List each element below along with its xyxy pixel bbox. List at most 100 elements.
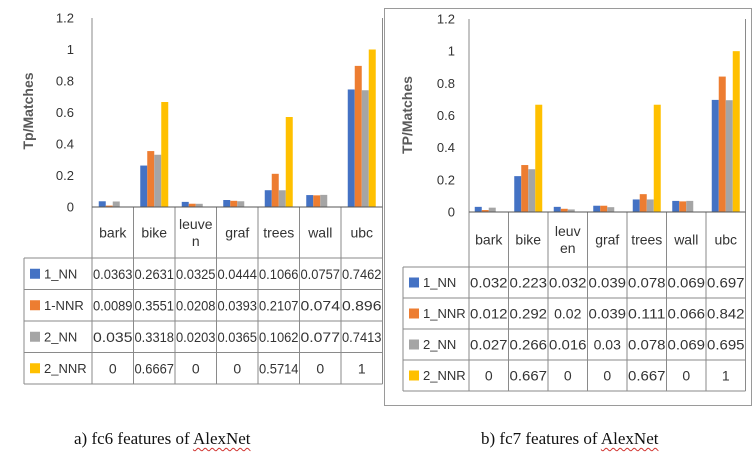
data-label: 0.1066 — [259, 266, 299, 282]
legend-swatch — [30, 363, 40, 374]
x-category-label: leuv — [555, 223, 581, 239]
data-label: 0.016 — [549, 337, 587, 353]
data-label: 0.0089 — [93, 297, 133, 313]
legend-label: 1_NNR — [423, 306, 466, 321]
data-label: 0.0363 — [93, 266, 133, 282]
bar — [686, 200, 694, 212]
data-label: 0.078 — [628, 275, 666, 291]
bar — [639, 194, 647, 212]
bar — [553, 206, 561, 212]
data-label: 0.266 — [510, 337, 548, 353]
x-category-label: trees — [631, 232, 662, 248]
data-label: 0.0444 — [218, 266, 258, 282]
data-label: 0.0365 — [218, 329, 258, 345]
data-label: 0.0393 — [218, 297, 258, 313]
y-tick-label: 1 — [67, 42, 74, 57]
data-label: 0.6667 — [135, 360, 175, 376]
data-label: 0.292 — [510, 306, 548, 322]
data-label: 1 — [722, 368, 730, 384]
legend-label: 2_NN — [423, 337, 456, 352]
x-category-label: graf — [595, 232, 619, 248]
bar — [488, 207, 496, 212]
data-label: 0 — [316, 360, 324, 376]
data-label: 0.077 — [301, 329, 341, 345]
data-label: 0.667 — [628, 368, 666, 384]
bar — [361, 90, 369, 207]
bar — [306, 195, 314, 207]
bar — [285, 117, 293, 207]
bar — [474, 206, 482, 212]
chart-panel-fc7: 0 0.2 0.4 0.6 0.8 1 1.2 TP/Matches bark bike leuv e… — [384, 8, 752, 406]
y-tick-label: 0.6 — [56, 105, 74, 120]
data-label: 0 — [192, 360, 200, 376]
data-label: 0.842 — [707, 306, 745, 322]
fc6-chart: 0 0.2 0.4 0.6 0.8 1 1.2 Tp/Matches bark bike leuve… — [20, 11, 383, 385]
y-tick-label: 1.2 — [437, 12, 455, 27]
bar — [711, 99, 719, 212]
y-tick-label: 0 — [448, 205, 455, 220]
data-label: 0 — [233, 360, 241, 376]
data-label: 0 — [564, 368, 572, 384]
legend-label: 1-NNR — [44, 298, 84, 313]
bar — [313, 195, 321, 207]
data-label: 0.039 — [589, 306, 627, 322]
y-tick-label: 0.8 — [437, 76, 455, 91]
bar — [230, 200, 238, 207]
bar — [181, 201, 189, 207]
legend-swatch — [30, 268, 40, 279]
x-category-label: graf — [225, 225, 249, 241]
bar — [320, 194, 328, 207]
y-tick-label: 0.4 — [437, 140, 455, 155]
bar — [195, 203, 203, 207]
data-label: 0.03 — [594, 337, 621, 353]
bar — [607, 207, 615, 212]
bar — [600, 205, 608, 212]
data-label: 0.7413 — [342, 329, 382, 345]
x-category-label: ubc — [350, 225, 373, 241]
legend-swatch — [409, 277, 419, 288]
data-label: 0.032 — [470, 275, 508, 291]
bar — [718, 76, 726, 212]
bar — [98, 201, 106, 207]
data-label: 0.111 — [628, 306, 666, 322]
bar — [593, 205, 601, 212]
data-label: 0.3318 — [135, 329, 175, 345]
bar — [672, 200, 680, 212]
bar — [725, 100, 733, 212]
data-label: 1 — [358, 360, 366, 376]
x-category-label: n — [192, 233, 200, 249]
legend-label: 2_NNR — [44, 361, 87, 376]
bar — [646, 199, 654, 212]
legend-swatch — [409, 370, 419, 381]
data-label: 0.066 — [668, 306, 706, 322]
data-label: 0.032 — [549, 275, 587, 291]
x-category-label: en — [560, 240, 576, 256]
bar — [632, 199, 640, 212]
data-label: 0.0208 — [176, 297, 216, 313]
bar — [237, 201, 245, 207]
bar — [264, 190, 272, 207]
bar — [567, 209, 575, 212]
x-category-label: ubc — [714, 232, 737, 248]
x-category-label: bike — [141, 225, 167, 241]
y-tick-label: 0 — [67, 200, 74, 215]
data-label: 0.012 — [470, 306, 508, 322]
data-label: 0.896 — [342, 297, 382, 313]
data-label: 0.667 — [510, 368, 548, 384]
y-tick-label: 0.2 — [437, 172, 455, 187]
bar — [154, 154, 162, 207]
legend-swatch — [30, 331, 40, 342]
x-category-label: bike — [515, 232, 541, 248]
x-category-label: trees — [263, 225, 294, 241]
x-category-label: bark — [99, 225, 127, 241]
caption-fc6: a) fc6 features of AlexNet — [74, 429, 251, 449]
data-label: 0.697 — [707, 275, 745, 291]
data-label: 0.069 — [668, 275, 706, 291]
caption-fc7: b) fc7 features of AlexNet — [481, 429, 658, 449]
data-label: 0.078 — [628, 337, 666, 353]
legend-swatch — [409, 308, 419, 319]
data-label: 0 — [603, 368, 611, 384]
legend-swatch — [30, 300, 40, 311]
bar — [354, 65, 362, 207]
bar — [368, 49, 376, 207]
